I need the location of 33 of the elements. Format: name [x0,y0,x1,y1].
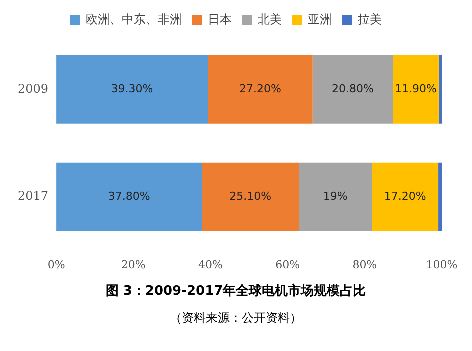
data-label: 39.30% [111,82,154,96]
bar [312,55,394,124]
x-tick-label: 80% [352,258,378,272]
y-tick-label: 2009 [18,82,49,96]
bar [202,162,299,232]
data-label: 20.80% [332,82,374,96]
legend-label: 北美 [258,12,282,26]
bar [372,162,439,232]
data-label: 25.10% [230,190,272,203]
y-tick-label: 2017 [18,189,49,204]
data-label: 27.20% [239,82,282,96]
x-tick-label: 60% [276,258,300,272]
bar [438,55,442,124]
x-tick-label: 100% [426,258,458,272]
bar [208,55,313,124]
bar [298,162,372,232]
text: （资料来源：公开资料） [169,310,303,327]
data-label: 17.20% [384,190,426,203]
bar [393,55,439,124]
legend-label: 拉美 [358,12,382,26]
legend-label: 日本 [208,12,232,26]
x-tick-label: 20% [121,258,146,272]
text: 图 3：2009-2017年全球电机市场规模占比 [104,282,368,300]
x-tick-label: 0% [48,258,66,272]
x-tick-label: 40% [198,258,223,272]
legend-label: 欧洲、中东、非洲 [86,12,182,26]
data-label: 19% [323,190,348,203]
bar [438,162,442,232]
bar [56,55,208,124]
data-label: 37.80% [108,190,150,203]
legend-label: 亚洲 [308,12,332,26]
bar [56,162,202,232]
data-label: 11.90% [395,82,437,96]
